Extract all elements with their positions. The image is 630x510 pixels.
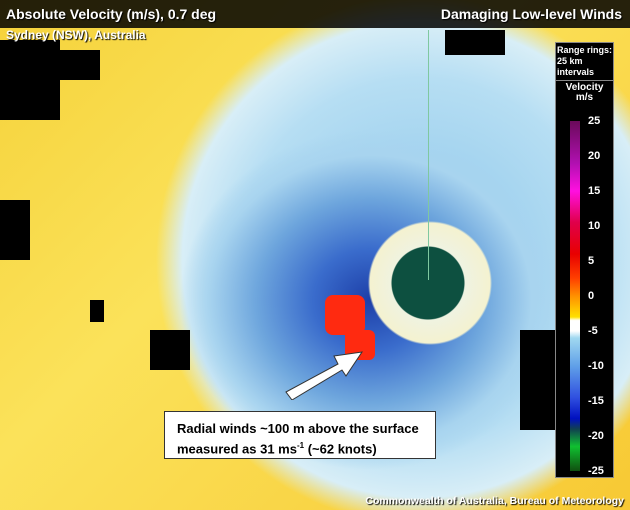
legend-tick: 0 bbox=[588, 290, 595, 302]
no-data-region bbox=[0, 40, 60, 120]
legend-tick: -20 bbox=[588, 430, 604, 442]
event-title: Damaging Low-level Winds bbox=[440, 6, 622, 22]
no-data-region bbox=[520, 330, 555, 430]
annotation-line2-end: (~62 knots) bbox=[304, 441, 377, 457]
annotation-line2: measured as 31 ms bbox=[177, 441, 297, 457]
legend-title: Velocity bbox=[565, 82, 604, 93]
credit: Commonwealth of Australia, Bureau of Met… bbox=[365, 495, 624, 507]
legend-tick: -15 bbox=[588, 395, 604, 407]
legend-tick: 5 bbox=[588, 255, 595, 267]
legend-tick: -5 bbox=[588, 325, 598, 337]
no-data-region bbox=[90, 300, 104, 322]
velocity-legend: Range rings: 25 km intervals Velocity m/s… bbox=[555, 42, 614, 478]
no-data-region bbox=[0, 200, 30, 260]
legend-tick: 20 bbox=[588, 150, 601, 162]
no-data-region bbox=[150, 330, 190, 370]
header-bar bbox=[0, 0, 630, 28]
product-title: Absolute Velocity (m/s), 0.7 deg bbox=[6, 6, 217, 22]
color-scale-bar bbox=[570, 121, 580, 471]
legend-tick: 25 bbox=[588, 115, 601, 127]
arrow-icon bbox=[285, 351, 364, 400]
legend-tick: 10 bbox=[588, 220, 601, 232]
legend-tick: 15 bbox=[588, 185, 601, 197]
strong-wind-core bbox=[325, 295, 365, 335]
annotation-line1: Radial winds ~100 m above the surface bbox=[177, 421, 419, 436]
north-line bbox=[428, 30, 429, 280]
legend-tick: -25 bbox=[588, 465, 604, 477]
annotation-box: Radial winds ~100 m above the surface me… bbox=[164, 411, 436, 459]
annotation-superscript: -1 bbox=[296, 441, 305, 450]
legend-unit: m/s bbox=[575, 92, 594, 103]
range-rings-note: Range rings: 25 km intervals bbox=[556, 43, 613, 81]
no-data-region bbox=[60, 50, 100, 80]
location-label: Sydney (NSW), Australia bbox=[6, 28, 146, 42]
no-data-region bbox=[445, 30, 505, 55]
legend-tick: -10 bbox=[588, 360, 604, 372]
